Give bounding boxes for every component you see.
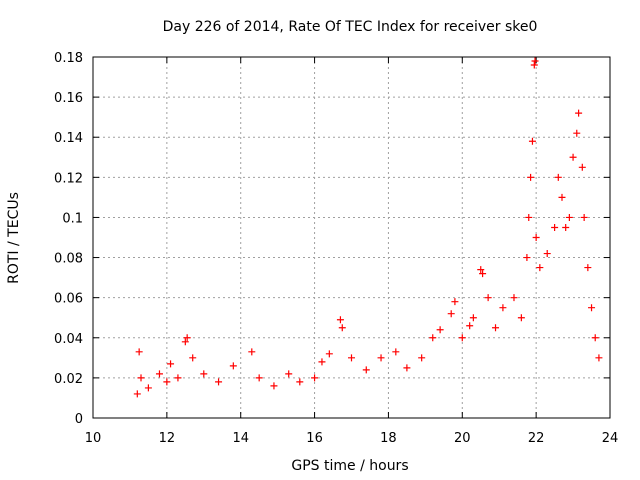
data-point — [377, 354, 385, 362]
data-point — [578, 163, 586, 171]
data-point — [174, 374, 182, 382]
plot-frame — [92, 56, 611, 419]
data-point — [200, 370, 208, 378]
data-point — [338, 324, 346, 332]
x-tick-label: 14 — [232, 431, 249, 446]
data-point — [392, 348, 400, 356]
y-tick-label: 0.02 — [54, 372, 83, 387]
data-point — [466, 322, 474, 330]
data-point — [510, 294, 518, 302]
data-point — [492, 324, 500, 332]
data-point — [296, 378, 304, 386]
data-point — [469, 314, 477, 322]
data-point — [580, 213, 588, 221]
data-point — [525, 213, 533, 221]
y-tick-label: 0.16 — [54, 91, 83, 106]
data-point — [311, 374, 319, 382]
data-point — [543, 250, 551, 258]
data-point — [270, 382, 278, 390]
data-point — [163, 378, 171, 386]
data-point — [484, 294, 492, 302]
data-point — [181, 338, 189, 346]
data-point — [536, 264, 544, 272]
data-point — [167, 360, 175, 368]
data-point — [530, 61, 538, 69]
data-point — [248, 348, 256, 356]
data-point — [591, 334, 599, 342]
data-point — [531, 57, 539, 65]
data-point — [137, 374, 145, 382]
y-tick-label: 0.06 — [54, 292, 83, 307]
data-point — [479, 270, 487, 278]
data-point — [144, 384, 152, 392]
data-point — [551, 223, 559, 231]
y-tick-label: 0.14 — [54, 131, 83, 146]
data-point — [565, 213, 573, 221]
data-point — [348, 354, 355, 362]
data-point — [532, 234, 540, 241]
x-tick-label: 12 — [159, 431, 176, 446]
data-point — [255, 374, 263, 382]
data-point — [447, 310, 455, 318]
data-point — [575, 109, 583, 117]
chart-title: Day 226 of 2014, Rate Of TEC Index for r… — [163, 19, 538, 35]
y-tick-label: 0 — [75, 412, 83, 427]
data-point — [595, 354, 603, 362]
data-point — [436, 326, 444, 334]
data-point — [155, 370, 163, 378]
data-point — [429, 334, 437, 342]
y-axis-label: ROTI / TECUs — [6, 192, 22, 284]
data-points — [133, 57, 603, 398]
data-point — [318, 358, 326, 366]
data-point — [451, 298, 459, 306]
axis-ticks: 10 12 14 16 18 20 22 24 0 0.02 0.04 0.06 0.08 0.1 0.12… — [54, 51, 618, 446]
data-point — [573, 129, 581, 137]
x-axis-label: GPS time / hours — [291, 458, 408, 474]
data-point — [588, 304, 596, 312]
y-tick-label: 0.18 — [54, 51, 83, 66]
data-point — [523, 254, 531, 262]
y-tick-label: 0.04 — [54, 332, 83, 347]
data-point — [527, 173, 535, 181]
data-point — [403, 364, 411, 372]
x-tick-label: 24 — [602, 431, 619, 446]
data-point — [133, 390, 141, 398]
data-point — [558, 193, 566, 201]
data-point — [325, 350, 333, 358]
data-point — [418, 354, 426, 362]
data-point — [584, 264, 592, 272]
data-point — [362, 366, 370, 374]
x-tick-label: 18 — [380, 431, 397, 446]
y-tick-label: 0.08 — [54, 252, 83, 267]
y-tick-label: 0.12 — [54, 171, 83, 186]
data-point — [229, 362, 237, 370]
data-point — [215, 378, 223, 386]
data-point — [554, 173, 562, 181]
data-point — [499, 304, 507, 312]
x-tick-label: 20 — [454, 431, 471, 446]
data-point — [285, 370, 293, 378]
data-point — [528, 137, 536, 145]
x-tick-label: 22 — [528, 431, 545, 446]
x-tick-label: 10 — [85, 431, 102, 446]
data-point — [189, 354, 197, 362]
data-point — [336, 316, 344, 324]
data-point — [135, 348, 143, 356]
data-point — [477, 266, 485, 274]
data-point — [458, 334, 466, 342]
y-tick-label: 0.1 — [62, 211, 83, 226]
data-point — [562, 223, 570, 231]
data-point — [569, 153, 577, 161]
data-point — [517, 314, 525, 322]
data-point — [183, 334, 191, 342]
x-tick-label: 16 — [306, 431, 323, 446]
